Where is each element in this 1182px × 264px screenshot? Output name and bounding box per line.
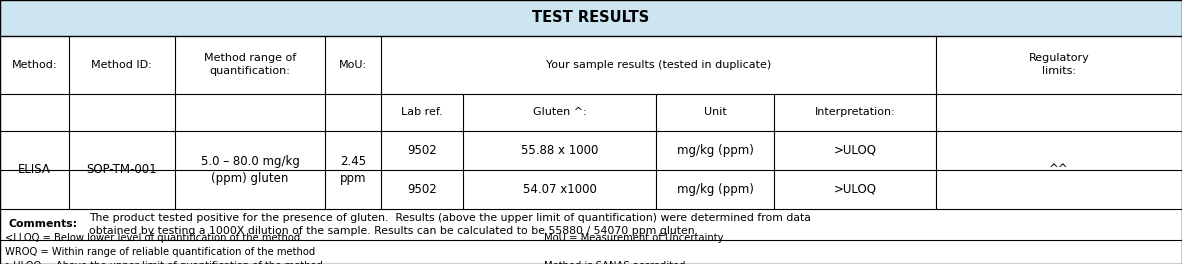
Text: >ULOQ: >ULOQ [833, 144, 877, 157]
Text: ELISA: ELISA [18, 163, 51, 176]
Text: 2.45
ppm: 2.45 ppm [339, 155, 366, 185]
Text: Lab ref.: Lab ref. [401, 107, 443, 117]
Text: Gluten ^:: Gluten ^: [533, 107, 586, 117]
Text: TEST RESULTS: TEST RESULTS [532, 10, 650, 25]
Text: 9502: 9502 [407, 183, 437, 196]
Text: Comments:: Comments: [8, 219, 77, 229]
Text: Method range of
quantification:: Method range of quantification: [203, 53, 297, 76]
Text: MoU = Measurement of Uncertainty

Method is SANAS accredited: MoU = Measurement of Uncertainty Method … [544, 233, 723, 264]
Text: Unit: Unit [703, 107, 727, 117]
Text: 54.07 x1000: 54.07 x1000 [522, 183, 597, 196]
Text: 55.88 x 1000: 55.88 x 1000 [521, 144, 598, 157]
Text: The product tested positive for the presence of gluten.  Results (above the uppe: The product tested positive for the pres… [89, 213, 811, 236]
Text: MoU:: MoU: [339, 60, 366, 70]
Text: <LLOQ = Below lower level of quantification of the method
WROQ = Within range of: <LLOQ = Below lower level of quantificat… [5, 233, 323, 264]
Text: ^^: ^^ [1050, 163, 1069, 176]
Text: SOP-TM-001: SOP-TM-001 [86, 163, 157, 176]
Text: 9502: 9502 [407, 144, 437, 157]
Text: Method:: Method: [12, 60, 57, 70]
Text: Your sample results (tested in duplicate): Your sample results (tested in duplicate… [546, 60, 771, 70]
Text: >ULOQ: >ULOQ [833, 183, 877, 196]
Text: 5.0 – 80.0 mg/kg
(ppm) gluten: 5.0 – 80.0 mg/kg (ppm) gluten [201, 155, 299, 185]
Text: Interpretation:: Interpretation: [814, 107, 896, 117]
Text: mg/kg (ppm): mg/kg (ppm) [676, 183, 754, 196]
Text: Regulatory
limits:: Regulatory limits: [1028, 53, 1090, 76]
Text: mg/kg (ppm): mg/kg (ppm) [676, 144, 754, 157]
Bar [0, 0, 1182, 36]
Text: Method ID:: Method ID: [91, 60, 152, 70]
